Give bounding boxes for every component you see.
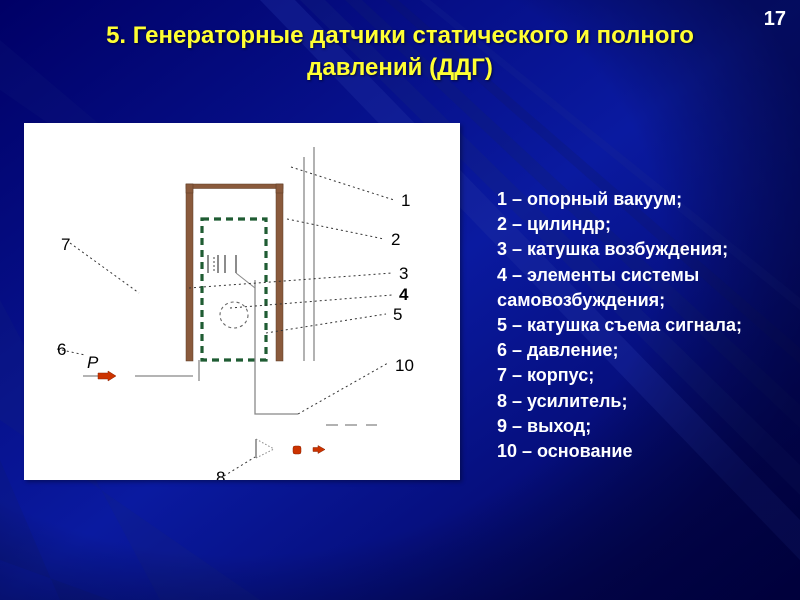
svg-text:8: 8 [216, 468, 225, 480]
svg-text:2: 2 [391, 230, 400, 249]
svg-text:10: 10 [395, 356, 414, 375]
svg-text:5: 5 [393, 305, 402, 324]
svg-text:6: 6 [57, 340, 66, 359]
svg-text:P: P [87, 353, 99, 372]
svg-text:1: 1 [401, 191, 410, 210]
svg-text:3: 3 [399, 264, 408, 283]
svg-text:4: 4 [399, 285, 409, 304]
svg-text:7: 7 [61, 235, 70, 254]
